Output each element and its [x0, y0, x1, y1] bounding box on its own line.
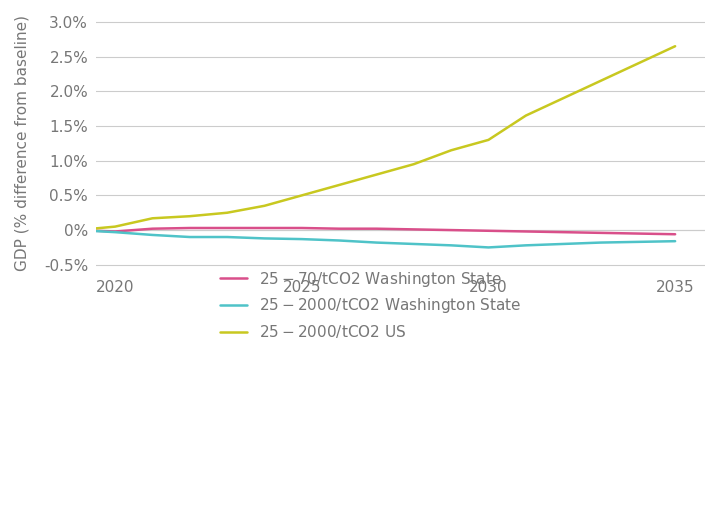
$25-$2000/tCO2 Washington State [260, 235, 269, 242]
$25-$70/tCO2 Washington State [447, 227, 456, 233]
$25-$2000/tCO2 Washington State [634, 238, 642, 245]
$25-$2000/tCO2 Washington State [111, 229, 120, 235]
$25-$70/tCO2 Washington State [260, 225, 269, 231]
$25-$2000/tCO2 US [634, 61, 642, 67]
$25-$2000/tCO2 Washington State [596, 240, 605, 246]
$25-$2000/tCO2 US [372, 172, 381, 178]
$25-$2000/tCO2 US [596, 78, 605, 84]
$25-$2000/tCO2 US [335, 182, 343, 188]
$25-$2000/tCO2 US [410, 161, 418, 167]
$25-$2000/tCO2 US [671, 43, 680, 49]
$25-$2000/tCO2 US [447, 147, 456, 153]
Line: $25-$70/tCO2 Washington State: $25-$70/tCO2 Washington State [78, 228, 675, 234]
Line: $25-$2000/tCO2 US: $25-$2000/tCO2 US [78, 46, 675, 230]
$25-$2000/tCO2 US [148, 215, 157, 221]
$25-$70/tCO2 Washington State [596, 230, 605, 236]
$25-$2000/tCO2 US [186, 213, 194, 219]
$25-$70/tCO2 Washington State [186, 225, 194, 231]
$25-$70/tCO2 Washington State [521, 229, 530, 235]
$25-$2000/tCO2 Washington State [559, 241, 567, 247]
$25-$2000/tCO2 US [521, 112, 530, 119]
$25-$2000/tCO2 US [484, 137, 492, 143]
$25-$70/tCO2 Washington State [222, 225, 231, 231]
$25-$70/tCO2 Washington State [111, 229, 120, 235]
$25-$70/tCO2 Washington State [410, 226, 418, 233]
Line: $25-$2000/tCO2 Washington State: $25-$2000/tCO2 Washington State [78, 230, 675, 247]
$25-$70/tCO2 Washington State [73, 227, 82, 233]
$25-$2000/tCO2 US [559, 95, 567, 101]
$25-$70/tCO2 Washington State [484, 228, 492, 234]
Y-axis label: GDP (% difference from baseline): GDP (% difference from baseline) [15, 15, 30, 271]
$25-$2000/tCO2 US [111, 223, 120, 230]
$25-$2000/tCO2 Washington State [186, 234, 194, 240]
$25-$2000/tCO2 Washington State [222, 234, 231, 240]
$25-$70/tCO2 Washington State [634, 231, 642, 237]
$25-$70/tCO2 Washington State [297, 225, 306, 231]
$25-$2000/tCO2 US [297, 192, 306, 199]
$25-$2000/tCO2 Washington State [671, 238, 680, 244]
$25-$2000/tCO2 Washington State [297, 236, 306, 242]
Legend: $25-$70/tCO2 Washington State, $25-$2000/tCO2 Washington State, $25-$2000/tCO2 U: $25-$70/tCO2 Washington State, $25-$2000… [214, 264, 528, 346]
$25-$2000/tCO2 Washington State [148, 232, 157, 238]
$25-$2000/tCO2 Washington State [447, 242, 456, 248]
$25-$2000/tCO2 US [260, 202, 269, 209]
$25-$2000/tCO2 Washington State [73, 227, 82, 233]
$25-$2000/tCO2 US [222, 210, 231, 216]
$25-$70/tCO2 Washington State [671, 231, 680, 237]
$25-$70/tCO2 Washington State [559, 229, 567, 235]
$25-$2000/tCO2 Washington State [335, 237, 343, 244]
$25-$70/tCO2 Washington State [148, 225, 157, 232]
$25-$70/tCO2 Washington State [335, 225, 343, 232]
$25-$2000/tCO2 Washington State [372, 240, 381, 246]
$25-$70/tCO2 Washington State [372, 225, 381, 232]
$25-$2000/tCO2 Washington State [410, 241, 418, 247]
$25-$2000/tCO2 Washington State [484, 244, 492, 251]
$25-$2000/tCO2 US [73, 227, 82, 233]
$25-$2000/tCO2 Washington State [521, 242, 530, 248]
